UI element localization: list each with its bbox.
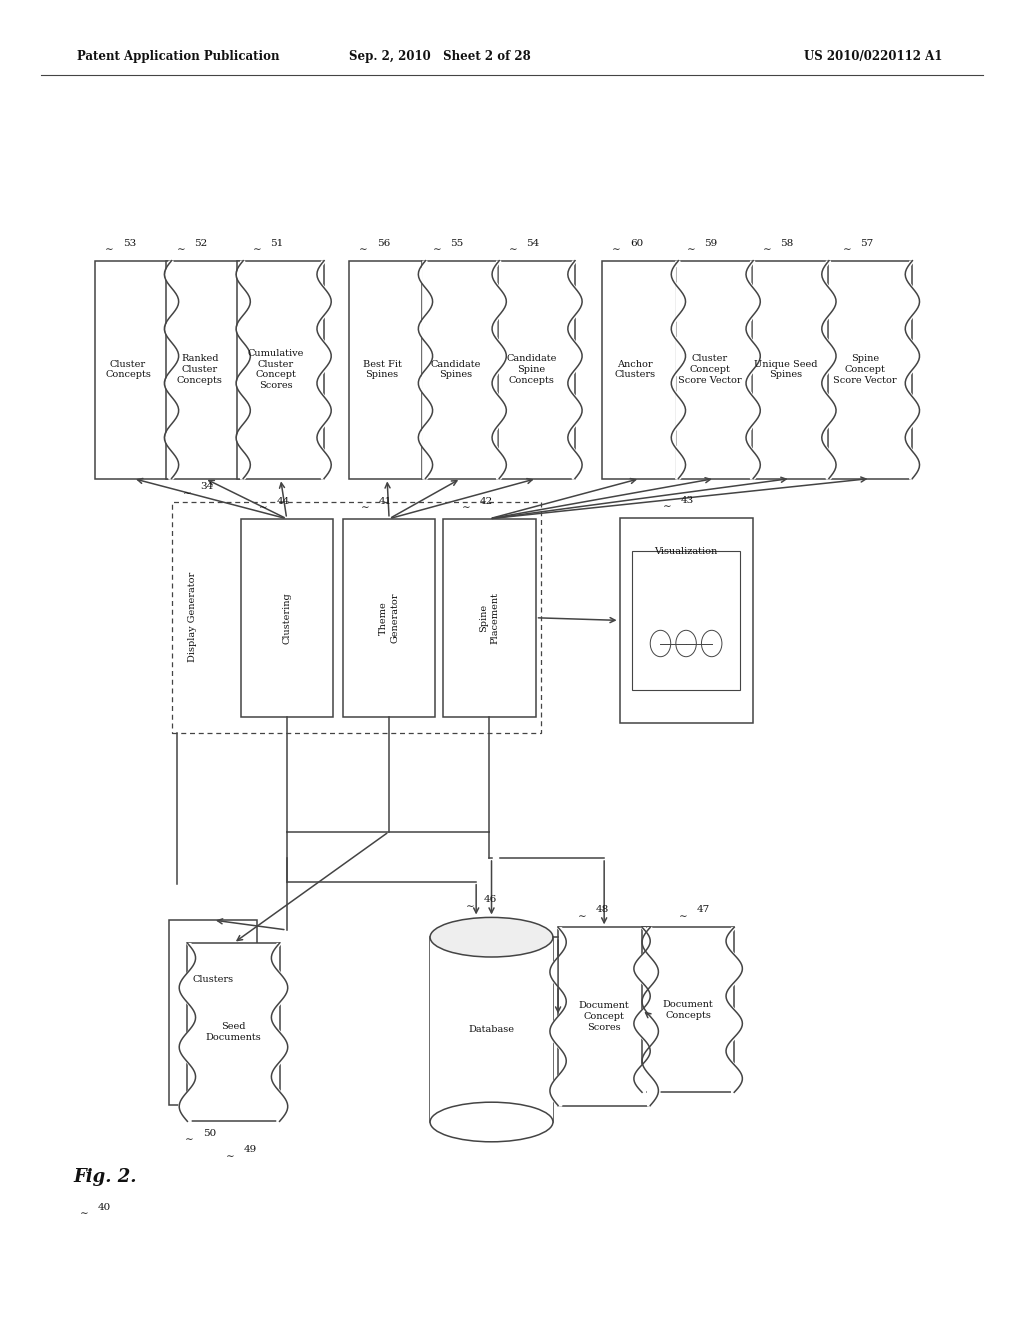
Text: Ranked
Cluster
Concepts: Ranked Cluster Concepts <box>177 354 222 385</box>
Text: 49: 49 <box>244 1146 257 1154</box>
Text: Seed
Documents: Seed Documents <box>206 1023 261 1041</box>
Text: 44: 44 <box>276 496 290 506</box>
FancyBboxPatch shape <box>187 942 280 1122</box>
Text: Clusters: Clusters <box>193 975 233 983</box>
FancyBboxPatch shape <box>558 927 650 1106</box>
FancyBboxPatch shape <box>172 502 541 733</box>
FancyBboxPatch shape <box>443 519 536 717</box>
Text: ∼: ∼ <box>361 503 370 512</box>
Text: Best Fit
Spines: Best Fit Spines <box>362 360 401 379</box>
FancyBboxPatch shape <box>166 261 244 479</box>
FancyBboxPatch shape <box>238 261 324 479</box>
FancyBboxPatch shape <box>620 517 753 722</box>
FancyBboxPatch shape <box>241 519 333 717</box>
FancyBboxPatch shape <box>343 519 435 717</box>
FancyBboxPatch shape <box>499 261 575 479</box>
FancyBboxPatch shape <box>423 261 500 479</box>
Text: 58: 58 <box>780 239 794 248</box>
Text: 57: 57 <box>860 239 873 248</box>
Ellipse shape <box>430 1102 553 1142</box>
Text: Spine
Placement: Spine Placement <box>479 591 500 644</box>
FancyBboxPatch shape <box>828 261 912 479</box>
Text: ∼: ∼ <box>226 1152 234 1162</box>
Text: 43: 43 <box>681 496 694 504</box>
Text: 59: 59 <box>705 239 718 248</box>
Text: ∼: ∼ <box>579 912 587 921</box>
Text: Theme
Generator: Theme Generator <box>379 593 399 643</box>
Text: 55: 55 <box>451 239 464 248</box>
Text: 47: 47 <box>696 906 710 913</box>
FancyBboxPatch shape <box>752 261 829 479</box>
Text: Display Generator: Display Generator <box>188 572 197 663</box>
Text: 54: 54 <box>526 239 540 248</box>
Text: ∼: ∼ <box>466 902 474 911</box>
Text: Database: Database <box>469 1026 514 1034</box>
Text: Cluster
Concepts: Cluster Concepts <box>105 360 151 379</box>
Text: ∼: ∼ <box>843 246 851 253</box>
FancyBboxPatch shape <box>642 927 734 1093</box>
Text: ∼: ∼ <box>687 246 695 253</box>
Text: Cluster
Concept
Score Vector: Cluster Concept Score Vector <box>678 354 741 385</box>
Text: ∼: ∼ <box>509 246 517 253</box>
FancyBboxPatch shape <box>169 920 256 1105</box>
Text: 34: 34 <box>201 482 214 491</box>
Text: ∼: ∼ <box>359 246 368 253</box>
Text: 46: 46 <box>483 895 497 904</box>
Text: 52: 52 <box>195 239 208 248</box>
Text: ∼: ∼ <box>462 503 470 512</box>
Text: 42: 42 <box>479 496 493 506</box>
Text: ∼: ∼ <box>80 1209 88 1218</box>
Text: 60: 60 <box>630 239 643 248</box>
Text: ∼: ∼ <box>612 246 621 253</box>
Text: Anchor
Clusters: Anchor Clusters <box>614 360 655 379</box>
Text: Document
Concept
Scores: Document Concept Scores <box>579 1001 630 1032</box>
Text: ∼: ∼ <box>433 246 441 253</box>
Text: Spine
Concept
Score Vector: Spine Concept Score Vector <box>834 354 897 385</box>
FancyBboxPatch shape <box>94 261 171 479</box>
Text: ∼: ∼ <box>679 912 687 921</box>
Text: 56: 56 <box>377 239 390 248</box>
FancyBboxPatch shape <box>676 261 753 479</box>
Text: ∼: ∼ <box>185 1135 194 1144</box>
Text: Fig. 2.: Fig. 2. <box>74 1168 137 1187</box>
Text: Candidate
Spines: Candidate Spines <box>430 360 481 379</box>
Text: 48: 48 <box>596 906 609 913</box>
Text: ∼: ∼ <box>259 503 267 512</box>
Text: 41: 41 <box>379 496 392 506</box>
Text: Sep. 2, 2010   Sheet 2 of 28: Sep. 2, 2010 Sheet 2 of 28 <box>349 50 531 63</box>
Text: Cumulative
Cluster
Concept
Scores: Cumulative Cluster Concept Scores <box>247 348 304 391</box>
Polygon shape <box>430 937 553 1122</box>
FancyBboxPatch shape <box>632 552 740 689</box>
Text: 40: 40 <box>97 1203 111 1212</box>
Text: Clustering: Clustering <box>283 591 291 644</box>
Text: US 2010/0220112 A1: US 2010/0220112 A1 <box>804 50 942 63</box>
Text: ∼: ∼ <box>253 246 261 253</box>
Text: ∼: ∼ <box>177 246 185 253</box>
Text: ∼: ∼ <box>183 488 191 498</box>
FancyBboxPatch shape <box>602 261 678 479</box>
Text: ∼: ∼ <box>664 503 672 511</box>
Text: ∼: ∼ <box>105 246 114 253</box>
Text: Visualization: Visualization <box>654 546 718 556</box>
Text: ∼: ∼ <box>763 246 771 253</box>
Text: 51: 51 <box>270 239 284 248</box>
Text: 53: 53 <box>123 239 136 248</box>
FancyBboxPatch shape <box>348 261 426 479</box>
Text: Candidate
Spine
Concepts: Candidate Spine Concepts <box>506 354 557 385</box>
Ellipse shape <box>430 917 553 957</box>
Text: Unique Seed
Spines: Unique Seed Spines <box>754 360 817 379</box>
Text: Patent Application Publication: Patent Application Publication <box>77 50 280 63</box>
Text: 50: 50 <box>203 1129 216 1138</box>
Text: Document
Concepts: Document Concepts <box>663 1001 714 1019</box>
